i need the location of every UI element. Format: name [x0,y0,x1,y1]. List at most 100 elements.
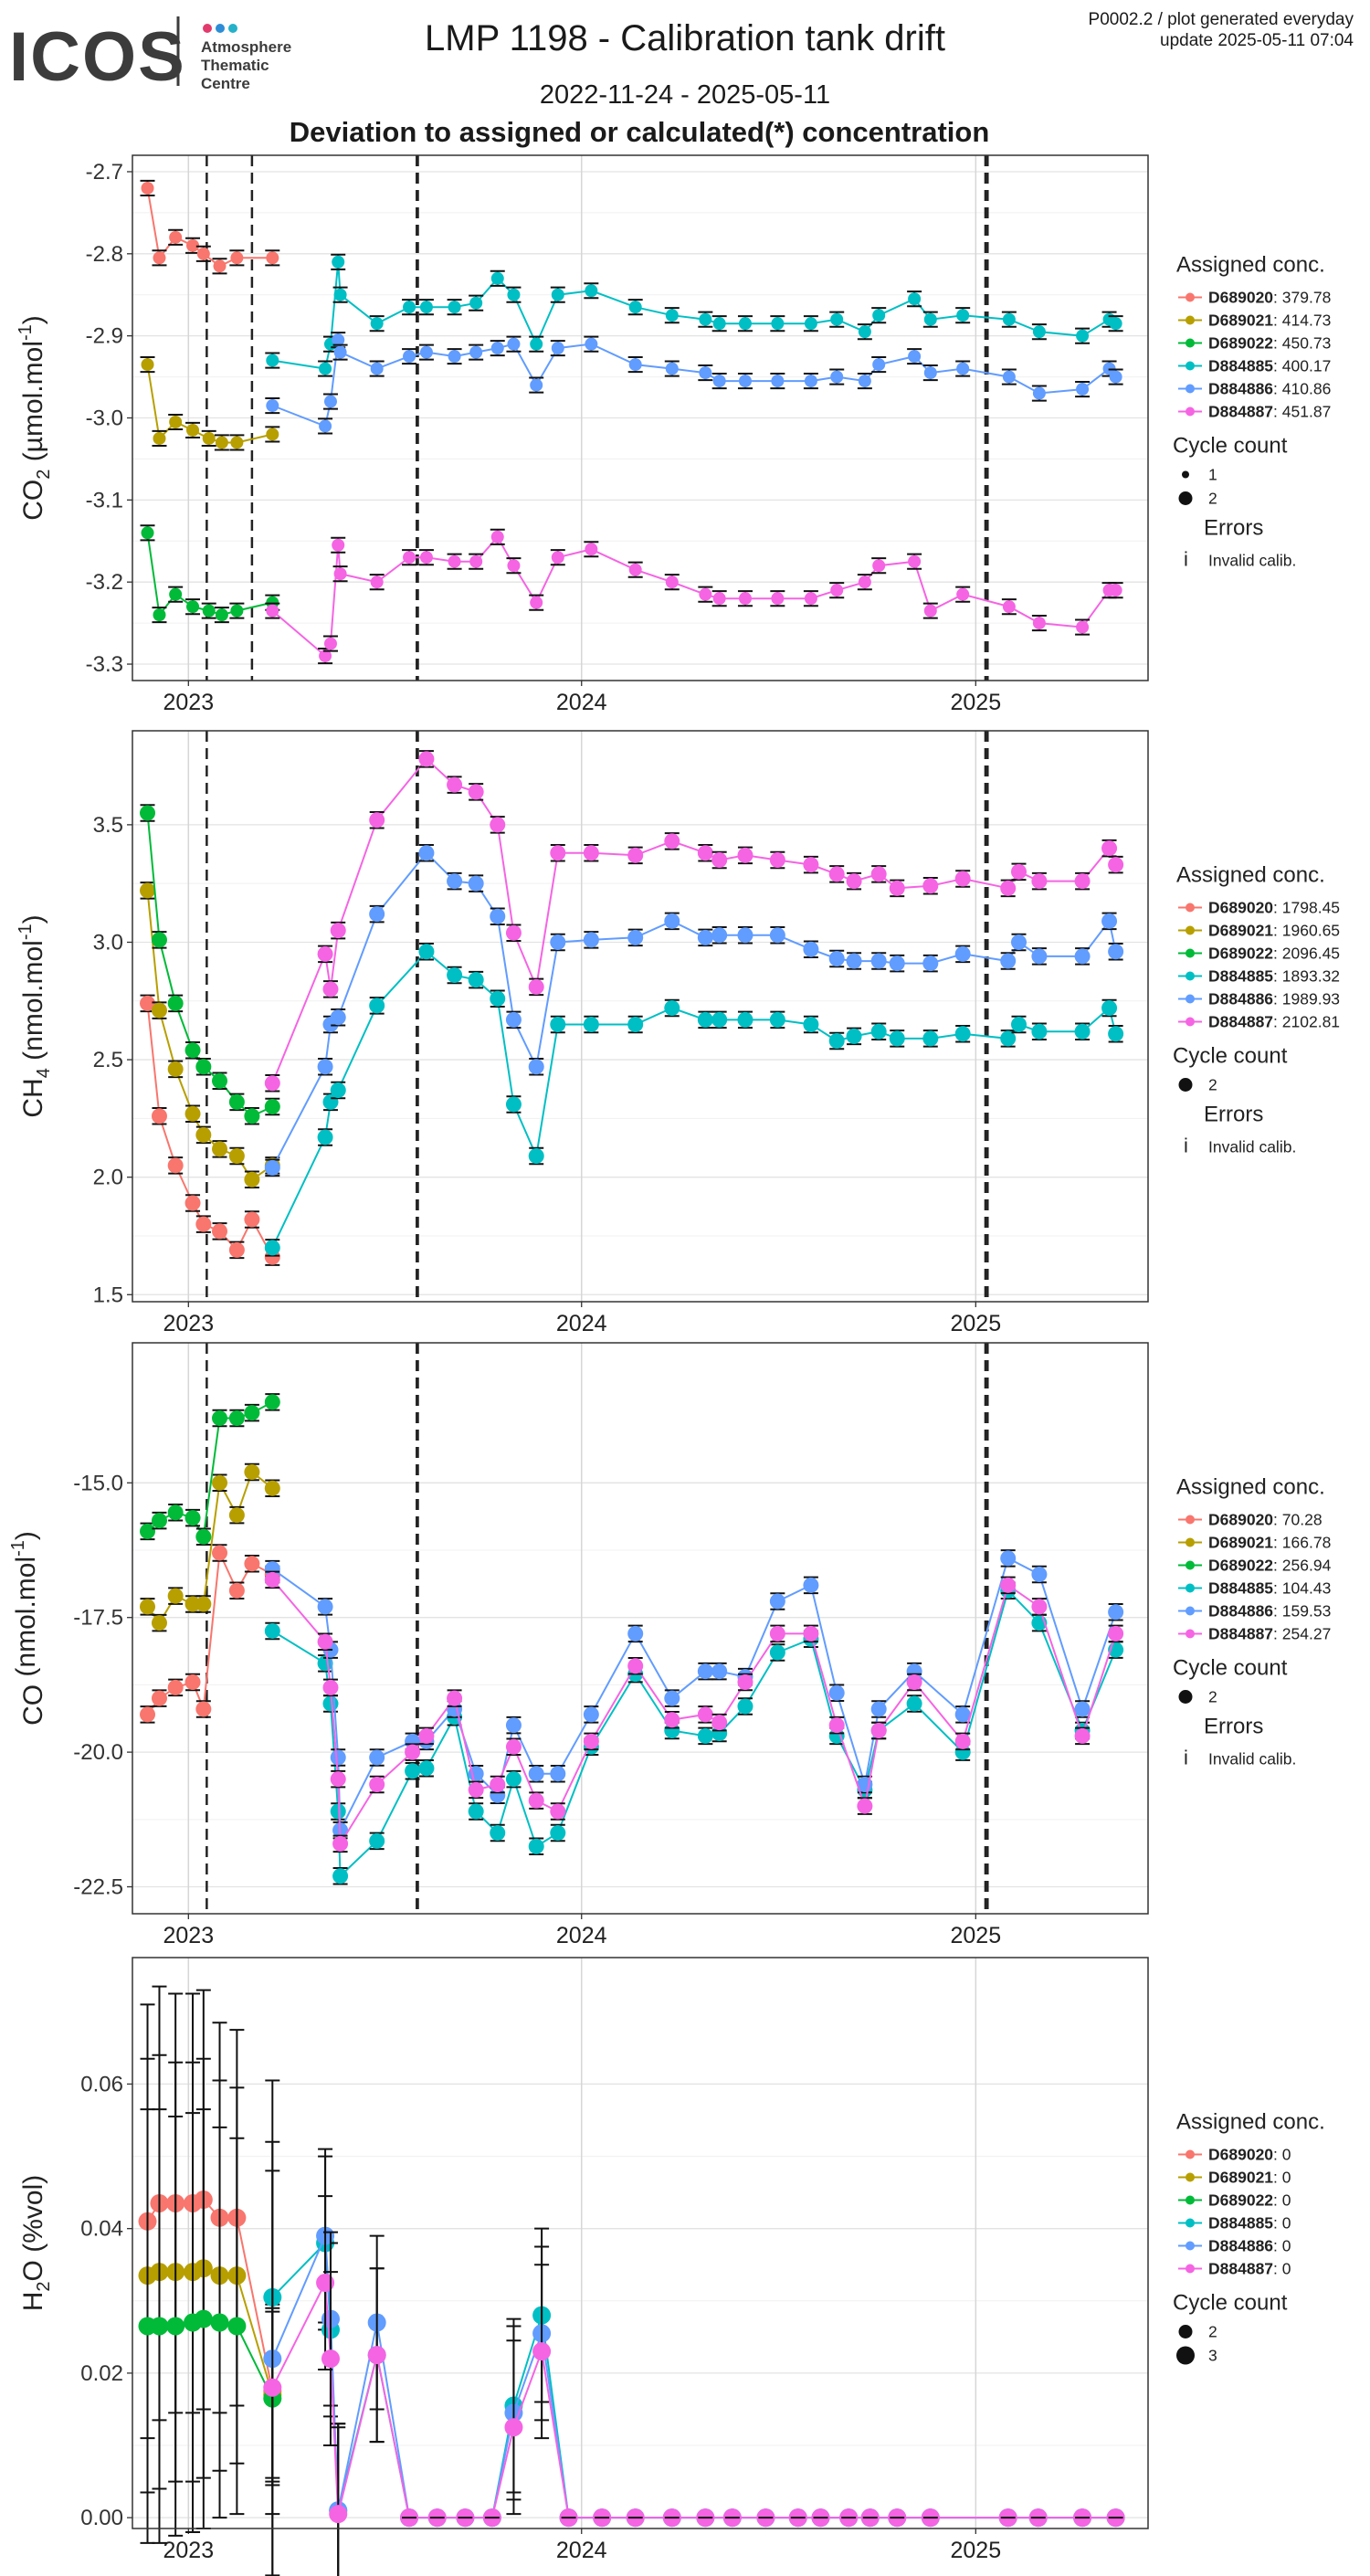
data-point-D884885 [1010,1017,1027,1033]
data-point-D884887 [954,1733,971,1749]
legend-entry-value: : 450.73 [1273,334,1331,353]
legend-entry-value: : 1989.93 [1273,990,1340,1008]
x-tick-label: 2025 [951,690,1002,715]
data-point-D884885 [1109,317,1122,331]
legend-entry-D884885: D884885: 400.17 [1208,357,1331,375]
data-point-D884887 [330,923,346,939]
data-point-D884887 [329,2505,348,2524]
data-point-D689020 [266,251,279,265]
data-point-D884885 [319,362,332,375]
y-axis-label-part: O (%vol) [18,2175,48,2282]
data-point-D884886 [323,395,337,408]
data-point-D884887 [447,776,463,793]
data-point-D884887 [322,1679,339,1695]
data-point-D884886 [332,333,345,347]
data-point-D884886 [1076,383,1090,396]
y-tick-label: 3.0 [93,930,123,955]
legend-title: Assigned conc. [1176,863,1325,888]
data-point-D689020 [167,1679,184,1695]
data-point-D884886 [846,953,862,969]
y-axis-label: CO2 (µmol.mol-1) [16,315,54,521]
data-point-D884887 [264,1075,280,1092]
data-point-D884886 [1031,1567,1048,1583]
x-tick-label: 2024 [556,1923,607,1948]
data-point-D884885 [1032,325,1046,339]
data-point-D884886 [627,929,644,945]
data-point-D884886 [1109,370,1122,384]
data-point-D884886 [528,1766,544,1782]
data-point-D884887 [697,845,713,861]
data-point-D689022 [212,1072,228,1089]
y-tick-label: 0.00 [80,2506,123,2530]
y-axis-label-part: -1 [16,924,36,940]
data-point-D884886 [870,953,887,969]
data-point-D884887 [369,1776,385,1792]
legend-entry-D884885: D884885: 1893.32 [1208,967,1340,986]
legend-errors-title: Errors [1204,516,1263,541]
data-point-D884887 [490,530,504,544]
data-point-D884886 [712,375,726,388]
data-point-D689021 [151,1002,167,1019]
data-point-D689021 [141,358,154,372]
data-point-D884886 [330,1009,346,1026]
data-point-D884887 [628,563,642,576]
y-axis-label-part: CH [18,1078,48,1117]
data-point-D689020 [212,1545,228,1561]
data-point-D884887 [504,2418,523,2437]
data-point-D689020 [140,995,156,1011]
data-point-D884887 [316,2274,335,2293]
legend-key-dot [1186,925,1195,935]
data-point-D689022 [195,1528,212,1545]
legend-key-dot [1186,361,1195,371]
data-point-D689021 [195,1596,212,1612]
data-point-D689022 [215,608,228,622]
data-point-D689022 [141,526,154,540]
data-point-D884887 [699,587,712,601]
data-point-D884885 [769,1011,785,1028]
y-tick-label: 2.5 [93,1048,123,1072]
data-point-D689021 [230,436,244,449]
legend-entry-id: D689020 [1208,899,1273,917]
data-point-D884887 [738,592,752,606]
data-point-D884887 [858,575,871,589]
legend-key-dot [1186,1537,1195,1547]
data-point-D884887 [419,551,433,565]
legend-key-dot [1186,948,1195,958]
legend-entry-value: : 1893.32 [1273,967,1340,986]
data-point-D884886 [1010,934,1027,950]
legend-entry-value: : 1798.45 [1273,899,1340,917]
legend-cycle-entry: 1 [1208,466,1217,484]
data-point-D689020 [184,1673,201,1690]
legend-entry-value: : 0 [1273,2260,1291,2278]
data-point-D689020 [151,1690,167,1706]
legend-entry-value: : 2102.81 [1273,1013,1340,1031]
data-point-D884886 [1000,953,1017,969]
data-point-D884885 [627,1017,644,1033]
data-point-D884885 [737,1698,754,1715]
data-point-D884885 [505,1096,522,1113]
data-point-D689022 [194,2309,213,2328]
data-point-D884885 [1000,1030,1017,1047]
data-point-D884887 [468,1781,484,1798]
data-point-D884885 [1101,999,1118,1016]
legend-key-dot [1186,2172,1195,2182]
legend-entry-id: D884887 [1208,1013,1273,1031]
legend-entry-id: D884885 [1208,2214,1273,2233]
logo-sub-2: Thematic [201,57,269,74]
data-point-D689020 [153,251,166,265]
data-point-D884886 [419,345,433,359]
data-point-D884887 [403,551,416,565]
data-point-D884887 [1031,873,1048,890]
data-point-D884886 [956,362,970,375]
icos-logo: ICOS Atmosphere Thematic Centre [9,16,291,91]
y-axis-label-part: (nmol.mol [11,1557,41,1684]
data-point-D884885 [769,1644,785,1661]
data-point-D884886 [1002,370,1016,384]
data-point-D884886 [551,342,564,355]
y-tick-label: -2.9 [86,324,123,349]
legend-cycle-dot [1176,2346,1195,2365]
data-point-D689021 [186,423,200,437]
data-point-D884887 [711,1715,728,1731]
legend-key-dot [1186,292,1195,302]
